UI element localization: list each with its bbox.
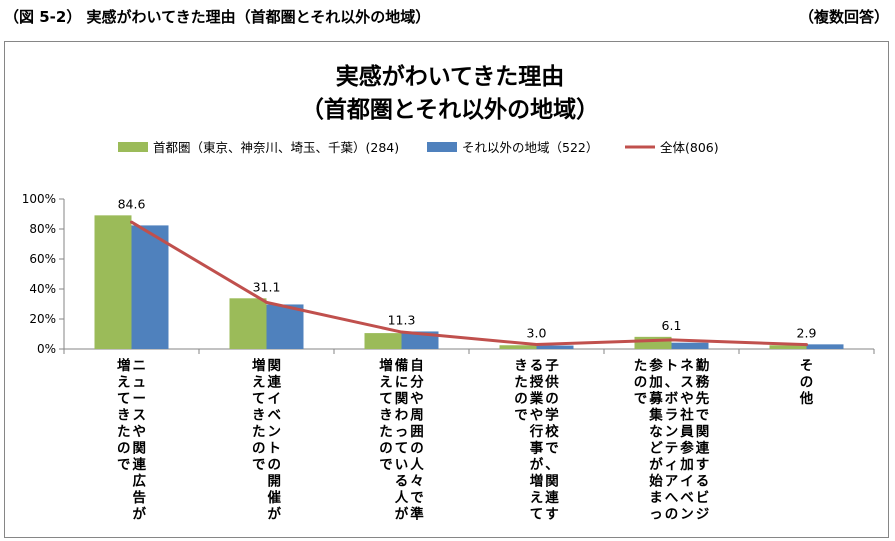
total-line-point [535,343,538,346]
category-label-cat-0-col-1: 増えてきたので [117,357,131,473]
legend-label-total: 全体(806) [660,140,719,155]
data-label-total: 31.1 [253,279,281,294]
y-tick-label: 0% [37,342,56,356]
data-label-total: 2.9 [797,325,817,340]
category-label-cat-4-col-0: 勤務先で関連するビジ [696,357,710,523]
category-label-cat-1-col-1: 増えてきたので [252,357,266,473]
bar-series-1-cat-1 [266,304,304,349]
y-tick-label: 40% [29,282,56,296]
bar-series-1-cat-3 [536,345,574,349]
chart-title-line-1: 実感がわいてきた理由 [336,63,565,90]
chart-title-line-2: （首都圏とそれ以外の地域） [301,96,599,123]
category-label-cat-3-col-0: 子供の学校で、関連す [544,358,559,523]
bar-series-1-cat-0 [131,225,169,349]
y-tick-label: 100% [22,192,56,206]
figure-note: （複数回答） [798,8,889,26]
bar-series-1-cat-5 [806,344,844,349]
category-label-cat-2-col-2: 増えてきたので [379,357,393,473]
data-label-total: 84.6 [118,196,146,211]
legend-label-other-regions: それ以外の地域（522） [462,140,598,155]
category-label-cat-1-col-0: 関連イベントの開催が [268,358,282,523]
legend-swatch-tokyo-area [118,142,148,152]
chart-bars [94,215,844,349]
total-line-path [130,220,807,347]
y-tick-label: 60% [29,252,56,266]
bar-series-0-cat-1 [229,298,267,349]
bar-series-0-cat-3 [499,345,537,349]
chart-category-labels: ニュースや関連広告が増えてきたので関連イベントの開催が増えてきたので自分や周囲の… [117,357,814,523]
data-label-total: 3.0 [527,326,547,341]
chart-axes: 0% 20% 40% 60% 80% 100% [22,192,875,356]
category-label-cat-0-col-0: ニュースや関連広告が [133,358,147,523]
category-label-cat-5-col-0: その他 [799,358,814,407]
category-label-cat-4-col-4: たので [634,358,648,407]
chart-data-labels: 84.6 31.1 11.3 3.0 6.1 2.9 [118,196,817,340]
category-label-cat-4-col-2: ト、ボランティアへの [665,358,679,523]
legend-label-tokyo-area: 首都圏（東京、神奈川、埼玉、千葉）(284) [153,140,399,155]
category-label-cat-4-col-3: 参加募集などが始まっ [648,357,663,523]
y-tick-label: 20% [29,312,56,326]
total-line-point [130,220,133,224]
total-line-point [265,300,268,304]
figure-caption: （図 5-2） 実感がわいてきた理由（首都圏とそれ以外の地域） [4,8,431,26]
chart-total-line [130,220,808,347]
bar-series-0-cat-2 [364,333,402,349]
total-line-point [400,330,403,334]
chart-legend: 首都圏（東京、神奈川、埼玉、千葉）(284) それ以外の地域（522） 全体(8… [118,140,719,155]
legend-swatch-other-regions [427,142,457,152]
total-line-point [805,343,808,347]
category-label-cat-4-col-1: ネスや社員参加イベン [679,358,694,523]
data-label-total: 11.3 [388,312,416,327]
category-label-cat-3-col-1: る授業や行事が増えて [529,358,544,523]
bar-line-chart: 実感がわいてきた理由 （首都圏とそれ以外の地域） 首都圏（東京、神奈川、埼玉、千… [22,63,875,523]
bar-series-1-cat-4 [671,342,709,349]
y-tick-label: 80% [29,222,56,236]
category-label-cat-2-col-0: 自分や周囲の人々で準 [410,357,424,523]
data-label-total: 6.1 [662,318,682,333]
category-label-cat-2-col-1: 備に関わっている人が [395,357,409,523]
bar-series-0-cat-5 [769,345,807,349]
category-label-cat-3-col-2: きたので [514,358,528,424]
bar-series-0-cat-0 [94,215,132,349]
chart-frame: 実感がわいてきた理由 （首都圏とそれ以外の地域） 首都圏（東京、神奈川、埼玉、千… [4,41,889,538]
total-line-point [670,338,673,342]
